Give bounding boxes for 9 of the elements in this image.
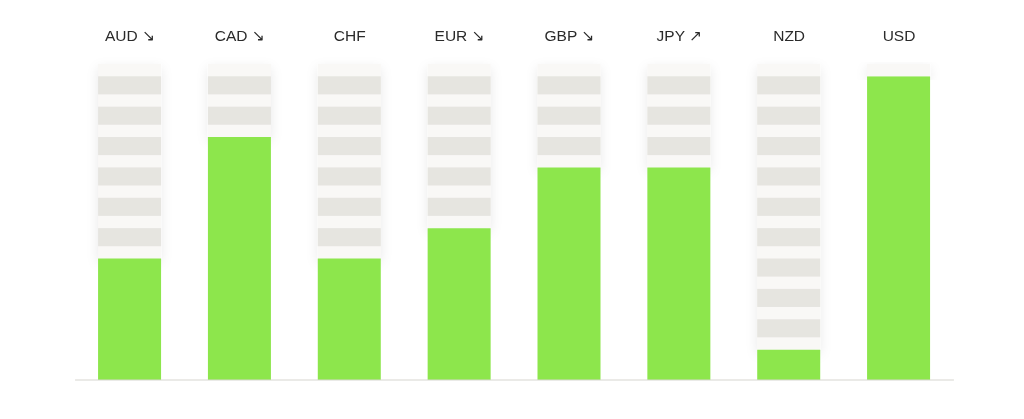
x-tick-label: JPY ↗ [656,27,703,44]
x-tick-label: NZD [773,27,806,44]
bar [757,349,821,380]
x-tick-label: EUR ↘ [434,27,485,44]
x-tick-label: CHF [333,27,366,44]
x-tick-label: CAD ↘ [214,27,265,44]
x-tick-label: AUD ↘ [104,27,156,44]
x-tick-label: GBP ↘ [544,27,595,44]
x-tick-label: USD [882,27,916,44]
